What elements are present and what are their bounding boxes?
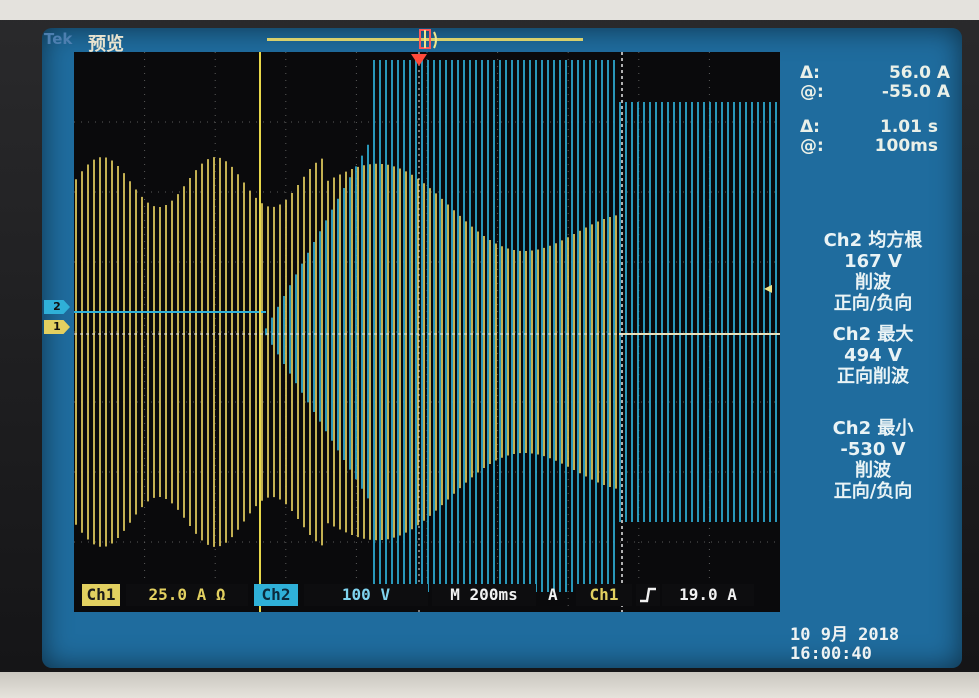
trigger-source[interactable]: Ch1 xyxy=(576,584,632,606)
measurement-label: Ch2 最小 xyxy=(832,418,914,439)
delta-amplitude: 56.0 A xyxy=(888,63,950,83)
brand-logo: Tek xyxy=(44,30,73,48)
measurement-status-detail: 正向/负向 xyxy=(833,481,913,502)
ch2-scale: 100 V xyxy=(304,584,428,606)
trigger-position-icon[interactable] xyxy=(414,28,444,52)
date-text: 10 9月 2018 xyxy=(790,625,900,645)
at-symbol: @: xyxy=(800,82,824,102)
at-amplitude: -55.0 A xyxy=(881,82,950,102)
cursor-amplitude-readout: Δ: 56.0 A @: -55.0 A xyxy=(800,64,950,104)
time-text: 16:00:40 xyxy=(790,644,872,664)
measurement-status: 削波 xyxy=(855,272,891,293)
at-time: 100ms xyxy=(874,136,938,156)
ch1-ground-marker[interactable]: 1 xyxy=(44,320,70,334)
trigger-point-icon xyxy=(411,54,427,66)
measurement-max[interactable]: Ch2 最大 494 V 正向削波 xyxy=(788,324,958,387)
rising-edge-icon xyxy=(640,587,656,603)
waveform-display[interactable] xyxy=(74,52,780,612)
bezel-top-edge xyxy=(0,0,979,20)
delta-symbol: Δ: xyxy=(800,117,820,137)
measurement-label: Ch2 均方根 xyxy=(823,230,923,251)
measurement-rms[interactable]: Ch2 均方根 167 V 削波 正向/负向 xyxy=(788,230,958,314)
delta-symbol: Δ: xyxy=(800,63,820,83)
measurement-label: Ch2 最大 xyxy=(832,324,914,345)
measurement-status: 正向削波 xyxy=(837,366,909,387)
measurement-value: -530 V xyxy=(840,439,906,460)
measurement-value: 167 V xyxy=(844,251,902,272)
timestamp: 10 9月 2018 16:00:40 xyxy=(790,626,899,664)
bezel-bottom-edge xyxy=(0,672,979,698)
ch1-label[interactable]: Ch1 xyxy=(82,584,120,606)
cursor-time-readout: Δ: 1.01 s @: 100ms xyxy=(800,118,938,158)
trigger-level-arrow-icon[interactable]: ◂ xyxy=(764,278,773,297)
ch2-label[interactable]: Ch2 xyxy=(254,584,298,606)
oscilloscope-screen: Tek 预览 2 1 ◂ Δ: 56.0 A @: -55.0 A Δ: 1.0… xyxy=(42,28,962,668)
trigger-level[interactable]: 19.0 A xyxy=(662,584,754,606)
waveform-canvas xyxy=(74,52,780,612)
measurement-status: 削波 xyxy=(855,460,891,481)
measurement-status-detail: 正向/负向 xyxy=(833,293,913,314)
rising-edge-icon xyxy=(636,584,660,606)
ch1-scale: 25.0 A Ω xyxy=(126,584,248,606)
acquisition-mode: 预览 xyxy=(88,34,124,55)
delta-time: 1.01 s xyxy=(880,117,938,137)
measurement-min[interactable]: Ch2 最小 -530 V 削波 正向/负向 xyxy=(788,418,958,502)
trigger-label: A xyxy=(548,585,558,604)
ch2-ground-marker[interactable]: 2 xyxy=(44,300,70,314)
timebase[interactable]: M 200ms xyxy=(432,584,536,606)
at-symbol: @: xyxy=(800,136,824,156)
trigger-marker-icon xyxy=(419,29,437,49)
measurement-value: 494 V xyxy=(844,345,902,366)
status-bar: Ch1 25.0 A Ω Ch2 100 V M 200ms A Ch1 19.… xyxy=(78,584,778,608)
